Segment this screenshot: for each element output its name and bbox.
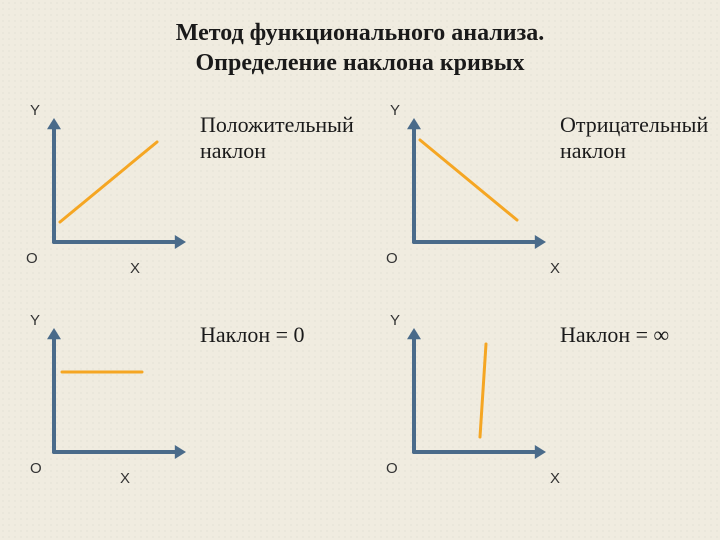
x-axis-label: X [550, 260, 560, 277]
caption-zero: Наклон = 0 [200, 322, 305, 348]
title-line2: Определение наклона кривых [195, 50, 524, 76]
title-line1: Метод функционального анализа. [176, 20, 545, 46]
x-axis-label: X [120, 470, 130, 487]
origin-label: O [386, 460, 398, 477]
x-axis-label: X [550, 470, 560, 487]
y-axis-label: Y [30, 312, 40, 329]
chart-zero-slope [42, 322, 192, 472]
panel-positive-slope: Y O X Положительный наклон [0, 100, 360, 300]
chart-positive-slope [42, 112, 192, 262]
caption-positive: Положительный наклон [200, 112, 354, 165]
y-axis-label: Y [390, 102, 400, 119]
origin-label: O [386, 250, 398, 267]
panel-negative-slope: Y O X Отрицательный наклон [360, 100, 720, 300]
chart-infinite-slope [402, 322, 552, 472]
origin-label: O [30, 460, 42, 477]
origin-label: O [26, 250, 38, 267]
x-axis-label: X [130, 260, 140, 277]
y-axis-label: Y [30, 102, 40, 119]
panel-zero-slope: Y O X Наклон = 0 [0, 310, 360, 510]
caption-infinite: Наклон = ∞ [560, 322, 669, 348]
chart-negative-slope [402, 112, 552, 262]
panel-infinite-slope: Y O X Наклон = ∞ [360, 310, 720, 510]
caption-negative: Отрицательный наклон [560, 112, 708, 165]
panel-grid: Y O X Положительный наклон Y O X Отрицат… [0, 100, 720, 540]
slide-title: Метод функционального анализа. Определен… [0, 0, 720, 78]
y-axis-label: Y [390, 312, 400, 329]
